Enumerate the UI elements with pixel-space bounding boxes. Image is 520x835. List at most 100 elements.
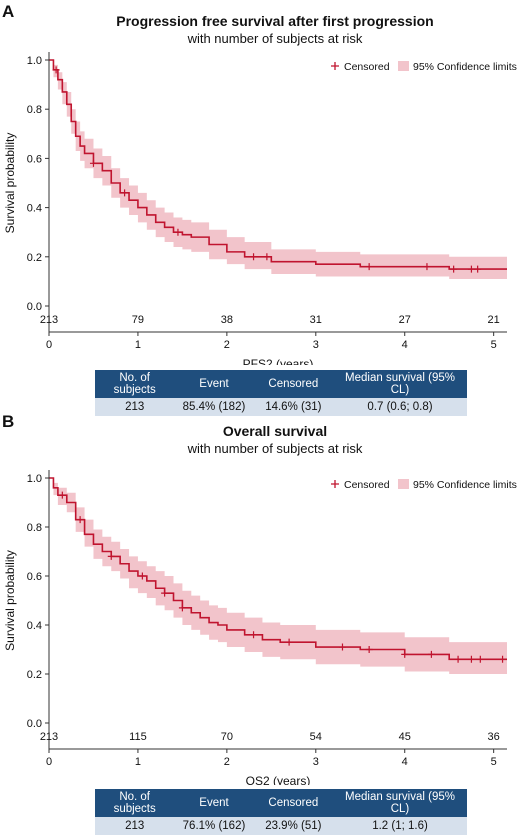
header-subjects: No. of subjects (95, 789, 175, 817)
legend-ci-label: 95% Confidence limits (413, 479, 517, 491)
censored-mark (499, 655, 507, 663)
censored-mark (338, 643, 346, 651)
censored-mark (474, 265, 482, 273)
y-tick-label: 0.6 (27, 153, 42, 165)
summary-data-row: 213 85.4% (182) 14.6% (31) 0.7 (0.6; 0.8… (95, 398, 467, 416)
confidence-band (49, 478, 507, 674)
censored-mark (401, 650, 409, 658)
at-risk-number: 31 (310, 314, 322, 326)
y-tick-label: 0.4 (27, 620, 42, 632)
y-tick-label: 0.6 (27, 571, 42, 583)
censored-mark (250, 253, 258, 261)
x-axis-label: OS2 (years) (246, 774, 311, 785)
censored-mark (76, 516, 84, 524)
chart-title: Overall survival (222, 423, 328, 439)
censored-mark (450, 265, 458, 273)
legend-censored-icon (331, 62, 339, 70)
at-risk-number: 213 (40, 731, 58, 743)
header-event: Event (174, 789, 254, 817)
summary-header-row: No. of subjects Event Censored Median su… (95, 370, 467, 398)
y-tick-label: 0.4 (27, 203, 42, 215)
x-tick-label: 1 (135, 756, 141, 768)
censored-mark (121, 189, 129, 197)
at-risk-number: 79 (132, 314, 144, 326)
x-tick-label: 2 (224, 339, 230, 351)
legend-ci-label: 95% Confidence limits (413, 61, 517, 73)
x-axis-label: PFS2 (years) (243, 357, 314, 365)
x-tick-label: 3 (313, 339, 319, 351)
x-tick-label: 3 (313, 756, 319, 768)
censored-mark (161, 589, 169, 597)
censored-mark (365, 263, 373, 271)
x-tick-label: 0 (46, 756, 52, 768)
y-tick-label: 1.0 (27, 55, 42, 67)
y-axis-label: Survival probability (3, 133, 17, 234)
summary-table: No. of subjects Event Censored Median su… (95, 370, 467, 416)
censored-mark (174, 228, 182, 236)
legend-censored-icon (331, 480, 339, 488)
survival-curve (49, 59, 507, 270)
at-risk-number: 21 (488, 314, 500, 326)
censored-mark (52, 66, 60, 74)
legend-ci-swatch (398, 479, 409, 489)
censored-mark (285, 638, 293, 646)
at-risk-number: 54 (310, 731, 322, 743)
y-tick-label: 0.8 (27, 104, 42, 116)
survival-plot-a: 0.0 0.2 0.4 0.6 0.8 1.0 0 1 2 3 4 5 213 79 38 31 27 21 PFS… (3, 52, 517, 365)
at-risk-number: 45 (399, 731, 411, 743)
y-tick-label: 0.0 (27, 718, 42, 730)
at-risk-number: 213 (40, 314, 58, 326)
y-tick-label: 0.2 (27, 252, 42, 264)
censored-mark (427, 650, 435, 658)
censored-mark (454, 655, 462, 663)
censored-mark (467, 265, 475, 273)
censored-mark (476, 655, 484, 663)
summary-header-row: No. of subjects Event Censored Median su… (95, 789, 467, 817)
at-risk-number: 27 (399, 314, 411, 326)
summary-table: No. of subjects Event Censored Median su… (95, 789, 467, 835)
cell-subjects: 213 (95, 398, 175, 416)
cell-event: 85.4% (182) (174, 398, 254, 416)
x-tick-label: 4 (402, 339, 408, 351)
x-tick-label: 4 (402, 756, 408, 768)
censored-mark (58, 491, 66, 499)
panel-letter: A (2, 2, 15, 21)
header-censored: Censored (253, 370, 333, 398)
chart-subtitle: with number of subjects at risk (187, 441, 363, 456)
censored-mark (365, 646, 373, 653)
censored-mark (423, 263, 431, 271)
censored-mark (89, 159, 97, 167)
censored-mark (178, 604, 186, 612)
header-median: Median survival (95% CL) (333, 370, 467, 398)
censored-mark (250, 631, 258, 639)
x-tick-label: 1 (135, 339, 141, 351)
chart-title: Progression free survival after first pr… (116, 13, 434, 29)
y-tick-label: 1.0 (27, 473, 42, 485)
at-risk-number: 115 (129, 731, 147, 743)
panel-letter: B (2, 412, 15, 431)
y-tick-label: 0.0 (27, 301, 42, 313)
at-risk-number: 70 (221, 731, 233, 743)
y-axis-label: Survival probability (3, 550, 17, 651)
at-risk-number: 36 (488, 731, 500, 743)
censored-mark (107, 552, 115, 560)
censored-mark (467, 655, 475, 663)
y-tick-label: 0.2 (27, 669, 42, 681)
at-risk-number: 38 (221, 314, 233, 326)
legend-ci-swatch (398, 61, 409, 71)
header-subjects: No. of subjects (95, 370, 175, 398)
cell-censored: 14.6% (31) (253, 398, 333, 416)
legend-censored-label: Censored (344, 61, 390, 73)
censored-mark (263, 253, 271, 261)
x-tick-label: 2 (224, 756, 230, 768)
confidence-band (49, 60, 507, 279)
panel-a: A Progression free survival after first … (0, 0, 520, 416)
censored-mark (138, 572, 146, 580)
y-tick-label: 0.8 (27, 522, 42, 534)
cell-median: 0.7 (0.6; 0.8) (333, 398, 467, 416)
legend-censored-label: Censored (344, 479, 390, 491)
panel-b: B Overall survival with number of subjec… (0, 410, 520, 835)
header-median: Median survival (95% CL) (333, 789, 467, 817)
x-tick-label: 0 (46, 339, 52, 351)
